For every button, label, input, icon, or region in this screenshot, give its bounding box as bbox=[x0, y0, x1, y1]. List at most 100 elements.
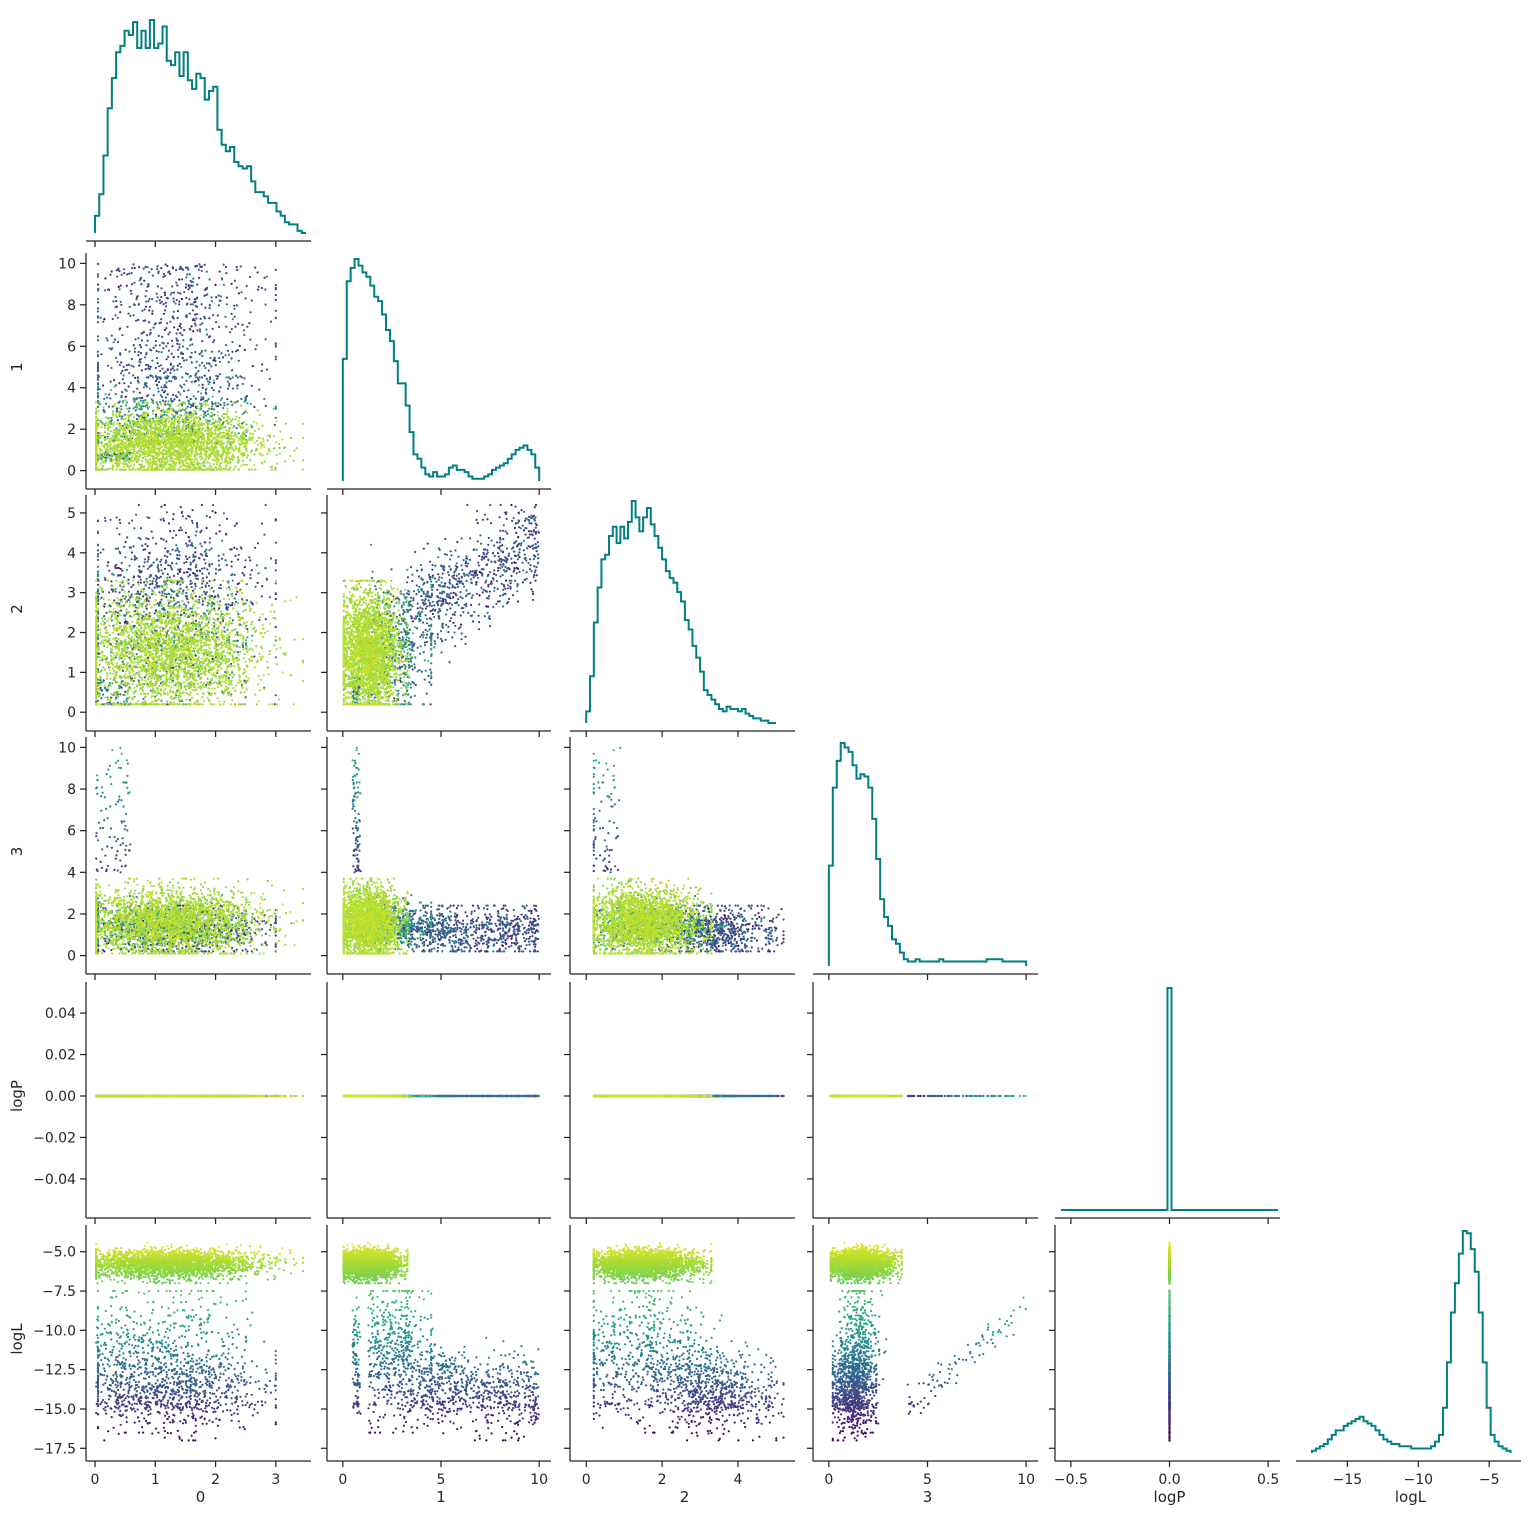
point bbox=[139, 392, 141, 394]
point bbox=[173, 292, 175, 294]
point bbox=[179, 323, 181, 325]
point bbox=[123, 382, 125, 384]
point bbox=[218, 390, 220, 392]
point bbox=[177, 317, 179, 319]
point bbox=[137, 354, 139, 356]
point bbox=[173, 317, 175, 319]
point bbox=[186, 348, 188, 350]
point bbox=[211, 387, 213, 389]
point bbox=[145, 368, 147, 370]
point bbox=[261, 370, 263, 372]
point bbox=[257, 289, 259, 291]
point bbox=[161, 389, 163, 391]
point bbox=[104, 277, 106, 279]
point bbox=[199, 328, 201, 330]
point bbox=[209, 335, 211, 337]
point bbox=[143, 268, 145, 270]
point bbox=[142, 320, 144, 322]
point bbox=[199, 353, 201, 355]
point bbox=[248, 322, 250, 324]
point bbox=[126, 285, 128, 287]
point bbox=[194, 374, 196, 376]
point bbox=[172, 394, 174, 396]
point bbox=[97, 307, 99, 309]
point bbox=[186, 267, 188, 269]
hist-logL bbox=[1312, 1231, 1511, 1453]
point bbox=[274, 424, 276, 426]
point bbox=[191, 325, 193, 327]
point bbox=[145, 306, 147, 308]
point bbox=[165, 327, 167, 329]
point bbox=[140, 346, 142, 348]
point bbox=[151, 313, 153, 315]
point bbox=[146, 334, 148, 336]
point bbox=[153, 327, 155, 329]
point bbox=[214, 360, 216, 362]
point bbox=[128, 364, 130, 366]
point bbox=[155, 340, 157, 342]
point bbox=[167, 342, 169, 344]
point bbox=[141, 369, 143, 371]
point bbox=[158, 322, 160, 324]
point bbox=[182, 269, 184, 271]
point bbox=[210, 296, 212, 298]
point bbox=[265, 405, 267, 407]
point bbox=[218, 295, 220, 297]
point bbox=[218, 326, 220, 328]
point bbox=[204, 307, 206, 309]
point bbox=[264, 288, 266, 290]
point bbox=[183, 329, 185, 331]
point bbox=[155, 345, 157, 347]
hist-line-3 bbox=[829, 743, 1026, 966]
point bbox=[229, 378, 231, 380]
point bbox=[246, 326, 248, 328]
point bbox=[172, 315, 174, 317]
point bbox=[120, 285, 122, 287]
point bbox=[208, 317, 210, 319]
point bbox=[275, 294, 277, 296]
point bbox=[177, 328, 179, 330]
point bbox=[236, 304, 238, 306]
point bbox=[169, 331, 171, 333]
point bbox=[219, 404, 221, 406]
point bbox=[157, 265, 159, 267]
point bbox=[196, 313, 198, 315]
point bbox=[172, 367, 174, 369]
point bbox=[140, 277, 142, 279]
point bbox=[217, 314, 219, 316]
point bbox=[115, 314, 117, 316]
point bbox=[145, 344, 147, 346]
point bbox=[183, 390, 185, 392]
point bbox=[108, 393, 110, 395]
point bbox=[143, 280, 145, 282]
point bbox=[133, 344, 135, 346]
point bbox=[145, 290, 147, 292]
point bbox=[164, 404, 166, 406]
point bbox=[201, 340, 203, 342]
point bbox=[130, 293, 132, 295]
point bbox=[186, 396, 188, 398]
point bbox=[131, 272, 133, 274]
point bbox=[192, 330, 194, 332]
point bbox=[173, 326, 175, 328]
point bbox=[127, 313, 129, 315]
point bbox=[219, 271, 221, 273]
point bbox=[216, 378, 218, 380]
point bbox=[242, 324, 244, 326]
point bbox=[176, 284, 178, 286]
point bbox=[225, 272, 227, 274]
point bbox=[258, 388, 260, 390]
point bbox=[131, 283, 133, 285]
point bbox=[238, 292, 240, 294]
point bbox=[275, 317, 277, 319]
point bbox=[186, 273, 188, 275]
point bbox=[120, 361, 122, 363]
hist-line-logL bbox=[1312, 1231, 1511, 1453]
point bbox=[200, 399, 202, 401]
point bbox=[195, 372, 197, 374]
point bbox=[204, 264, 206, 266]
point bbox=[153, 347, 155, 349]
point bbox=[163, 273, 165, 275]
point bbox=[164, 329, 166, 331]
point bbox=[114, 339, 116, 341]
